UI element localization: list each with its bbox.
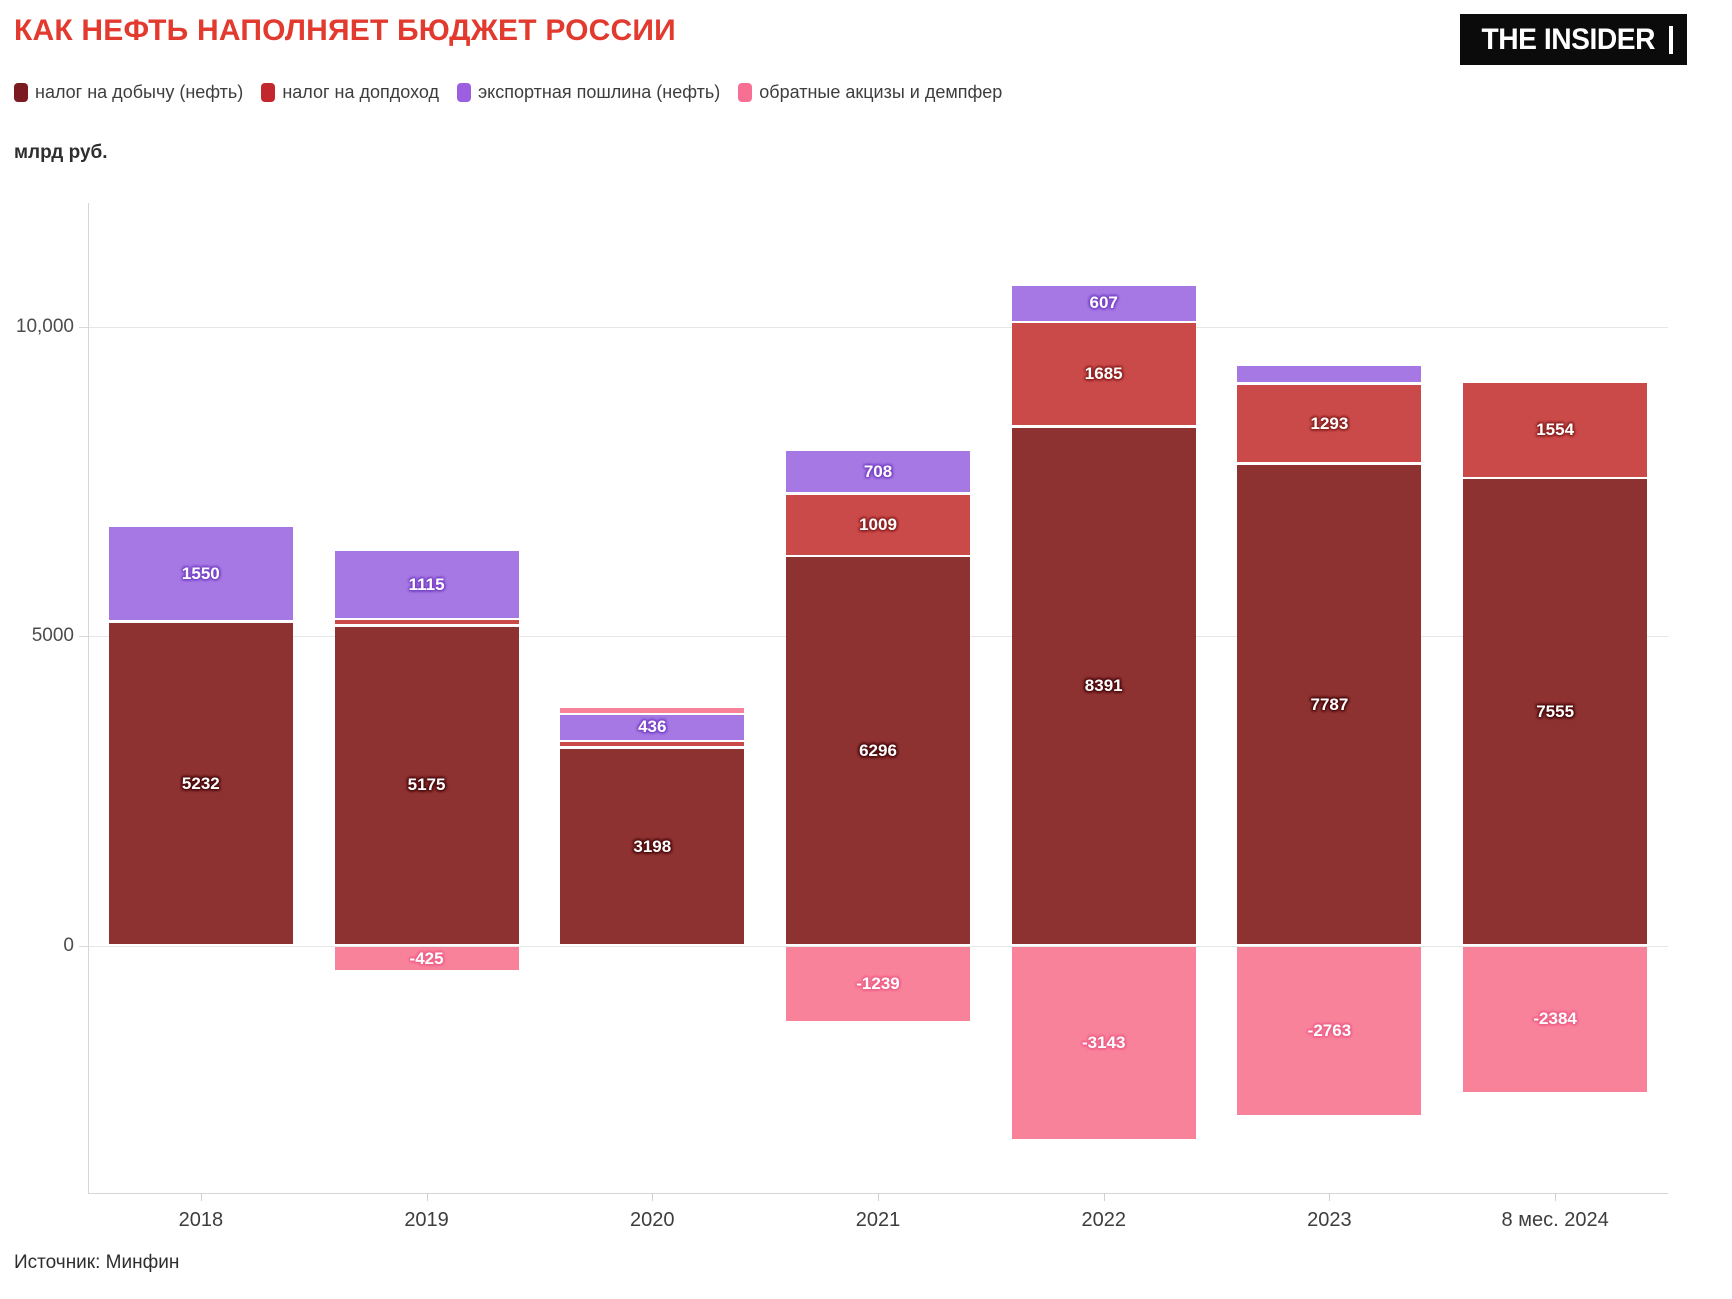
bar-value-label: 1293 [1310, 413, 1349, 433]
y-axis-unit-label: млрд руб. [14, 142, 108, 163]
x-axis-tick [1103, 1193, 1105, 1201]
bar-segment-mining-8 мес. 2024 [1463, 479, 1648, 945]
legend-item-mining: налог на добычу (нефть) [14, 82, 243, 103]
bar-value-label: 1685 [1084, 364, 1123, 384]
x-axis-label: 2021 [855, 1209, 901, 1231]
bar-segment-export_duty-2023 [1237, 366, 1422, 383]
x-axis-tick [1329, 1193, 1331, 1201]
page-title: КАК НЕФТЬ НАПОЛНЯЕТ БЮДЖЕТ РОССИИ [14, 14, 676, 47]
bar-segment-mining-2023 [1237, 464, 1422, 945]
y-axis-line [88, 203, 89, 1193]
bar-segment-mining-2022 [1011, 427, 1196, 945]
bar-segment-add_income-8 мес. 2024 [1463, 383, 1648, 477]
bar-value-label: 1009 [859, 514, 897, 534]
bar-segment-add_income-2022 [1011, 323, 1196, 425]
y-tick-label: 5000 [31, 625, 74, 647]
legend-item-add_income: налог на допдоход [261, 82, 439, 103]
bar-segment-export_duty-2022 [1011, 285, 1196, 321]
bar-segment-add_income-2019 [334, 620, 519, 624]
legend-item-excise: обратные акцизы и демпфер [738, 82, 1002, 103]
legend-item-label: налог на допдоход [282, 82, 439, 102]
bar-segment-add_income-2023 [1237, 384, 1422, 463]
y-tick-label: 10,000 [15, 315, 74, 337]
bar-value-label: 5232 [181, 773, 220, 793]
brand-logo-text: THE INSIDER [1482, 22, 1656, 56]
x-axis-label: 2020 [630, 1209, 675, 1231]
logo-cursor-icon [1669, 25, 1673, 54]
bar-value-label: -2384 [1533, 1009, 1577, 1029]
x-axis-label: 8 мес. 2024 [1501, 1209, 1609, 1231]
x-axis-label: 2018 [178, 1209, 224, 1231]
bar-segment-excise-8 мес. 2024 [1463, 946, 1648, 1092]
legend-swatch-export_duty [457, 83, 471, 102]
bar-value-label: 1554 [1536, 419, 1575, 439]
bar-segment-mining-2021 [786, 557, 970, 945]
bar-segment-export_duty-2018 [108, 527, 293, 621]
y-axis-tick [79, 326, 88, 328]
legend-swatch-add_income [261, 83, 276, 102]
legend: налог на добычу (нефть) налог на допдоход… [14, 82, 1002, 103]
bar-value-label: -1239 [856, 973, 900, 993]
bar-value-label: 607 [1089, 293, 1118, 313]
brand-logo: THE INSIDER [1460, 14, 1687, 65]
bar-value-label: 7555 [1536, 701, 1575, 721]
bar-segment-excise-2020 [560, 707, 745, 713]
bar-segment-add_income-2020 [560, 742, 745, 747]
legend-item-label: обратные акцизы и демпфер [759, 82, 1003, 102]
legend-item-label: налог на добычу (нефть) [35, 82, 244, 102]
x-axis-label: 2023 [1307, 1209, 1352, 1231]
bar-value-label: 708 [863, 461, 893, 481]
bar-value-label: 436 [638, 717, 667, 737]
legend-item-label: экспортная пошлина (нефть) [478, 82, 721, 102]
x-axis-tick [426, 1193, 428, 1201]
bar-segment-excise-2019 [334, 946, 519, 971]
bar-segment-export_duty-2020 [560, 715, 745, 740]
x-axis-tick [200, 1193, 202, 1201]
legend-swatch-excise [738, 83, 753, 102]
bar-value-label: 6296 [859, 740, 897, 760]
x-axis-label: 2019 [404, 1209, 449, 1231]
bar-segment-mining-2019 [334, 626, 519, 945]
gridline-0 [88, 945, 1668, 947]
bar-value-label: 3198 [633, 836, 672, 856]
y-axis-tick [79, 945, 88, 947]
x-axis-tick [652, 1193, 654, 1201]
bar-segment-add_income-2021 [786, 494, 970, 555]
legend-swatch-mining [14, 83, 28, 102]
bar-segment-export_duty-2021 [786, 450, 970, 493]
bar-value-label: 5175 [407, 775, 446, 795]
bar-segment-excise-2021 [786, 946, 970, 1021]
bar-value-label: -2763 [1307, 1020, 1352, 1040]
y-tick-label: 0 [63, 934, 74, 956]
bar-value-label: 1115 [408, 574, 445, 594]
x-axis-tick [878, 1193, 879, 1201]
bar-value-label: 7787 [1310, 694, 1349, 714]
source-note: Источник: Минфин [14, 1252, 180, 1273]
bar-segment-mining-2020 [560, 748, 745, 945]
bar-segment-mining-2018 [108, 623, 293, 945]
y-axis-tick [79, 636, 88, 638]
bar-segment-export_duty-2019 [334, 551, 519, 618]
gridline-10,000 [88, 326, 1668, 328]
bar-value-label: -3143 [1081, 1032, 1126, 1052]
bar-segment-excise-2023 [1237, 946, 1422, 1116]
x-axis-label: 2022 [1081, 1209, 1126, 1231]
bar-value-label: -425 [409, 948, 444, 968]
x-axis-tick [1555, 1193, 1557, 1201]
bar-segment-excise-2022 [1011, 946, 1196, 1139]
bar-value-label: 8391 [1084, 675, 1123, 695]
bar-value-label: 1550 [181, 563, 220, 583]
legend-item-export_duty: экспортная пошлина (нефть) [457, 82, 720, 103]
